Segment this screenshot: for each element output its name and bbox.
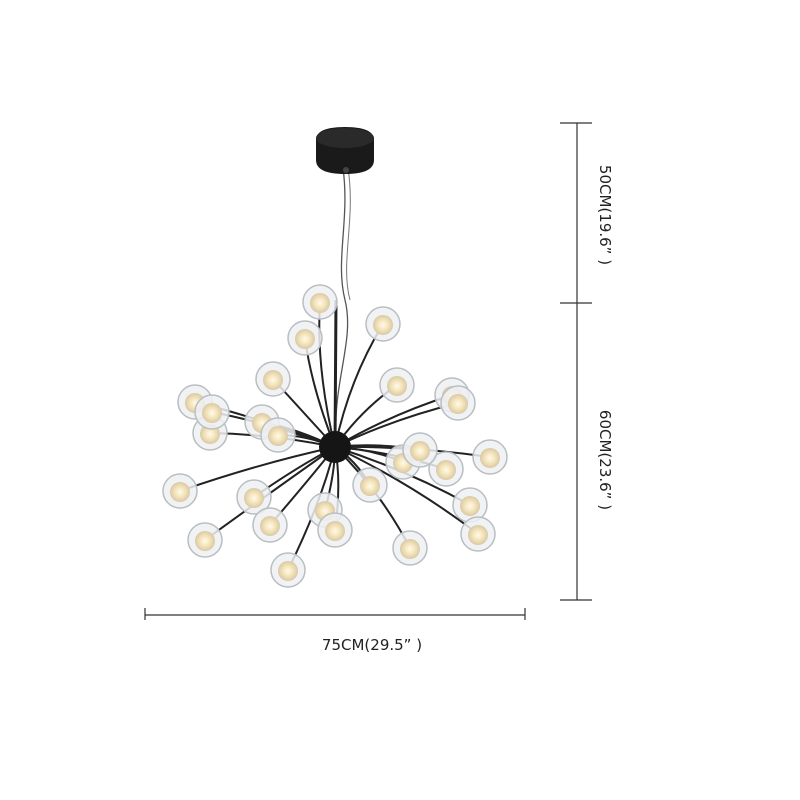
branch (334, 446, 479, 535)
branch (179, 446, 336, 492)
bulb (436, 460, 456, 480)
stem (333, 299, 338, 448)
dimension-lines (144, 122, 592, 620)
bulb (310, 293, 330, 313)
branch (204, 446, 336, 541)
canopy-top (316, 128, 374, 148)
bulb (170, 482, 190, 502)
bulb (410, 441, 430, 461)
bulb (360, 476, 380, 496)
bulb (195, 531, 215, 551)
bulb (460, 496, 480, 516)
bulb (400, 539, 420, 559)
bulb (468, 525, 488, 545)
dimension-label: 75CM(29.5” ) (322, 636, 422, 654)
bulb (373, 315, 393, 335)
bulb (202, 403, 222, 423)
bulb (263, 370, 283, 390)
bulb (325, 521, 345, 541)
center-hub (319, 431, 351, 463)
canopy-clip (343, 167, 349, 173)
chandelier (162, 127, 508, 588)
dimension-label: 60CM(23.6” ) (596, 410, 614, 510)
dimension-label: 50CM(19.6” ) (596, 165, 614, 265)
bulb (260, 516, 280, 536)
bulb (387, 376, 407, 396)
bulb (278, 561, 298, 581)
bulb (268, 426, 288, 446)
bulb (244, 488, 264, 508)
bulb (480, 448, 500, 468)
wire (346, 167, 351, 301)
bulb (448, 394, 468, 414)
bulb (295, 329, 315, 349)
wire (335, 167, 349, 441)
